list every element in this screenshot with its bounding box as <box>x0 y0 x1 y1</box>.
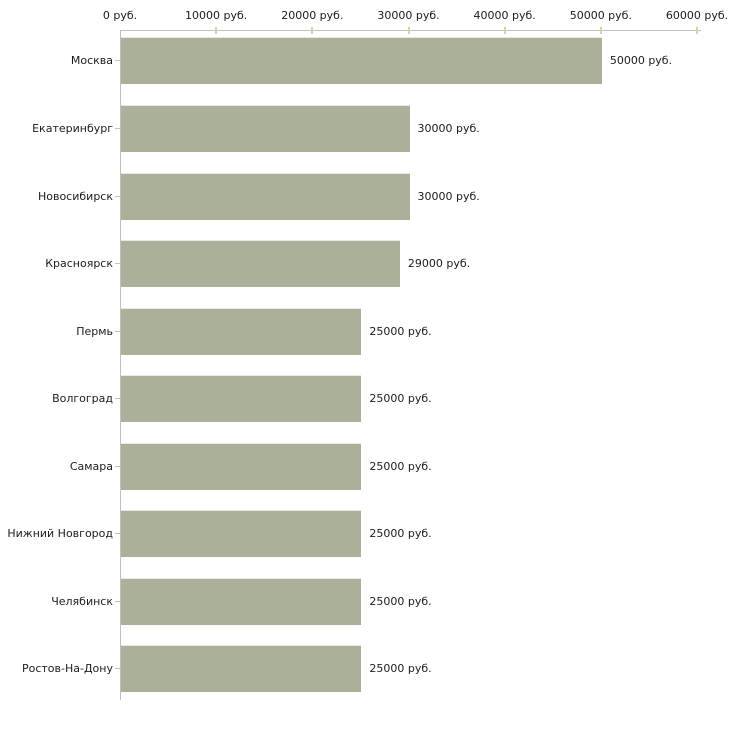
x-axis-tick-label: 60000 руб. <box>665 9 729 22</box>
category-label: Пермь <box>76 324 113 338</box>
bar-value-label: 29000 руб. <box>407 257 471 271</box>
category-label: Екатеринбург <box>32 121 113 135</box>
x-axis-line <box>120 30 701 31</box>
bar <box>121 510 362 558</box>
bar-row: Пермь 25000 руб. <box>0 307 730 355</box>
bar-row: Москва 50000 руб. <box>0 37 730 85</box>
bar <box>121 104 410 152</box>
bar-value-label: 30000 руб. <box>417 121 480 135</box>
x-axis-tick-label: 10000 руб. <box>185 9 248 22</box>
bar <box>121 240 400 288</box>
bar <box>121 172 410 220</box>
bar-value-label: 25000 руб. <box>369 527 432 541</box>
y-axis-tick-mark <box>115 195 121 197</box>
y-axis-tick-mark <box>115 60 121 62</box>
x-axis-tick-mark <box>696 27 698 34</box>
x-axis-tick-label: 50000 руб. <box>569 9 632 22</box>
x-axis-tick-mark <box>599 27 602 34</box>
y-axis-tick-mark <box>115 668 121 670</box>
y-axis-tick-mark <box>115 600 121 602</box>
bar-value-label: 30000 руб. <box>417 189 480 203</box>
bar-value-label: 25000 руб. <box>369 594 432 608</box>
x-axis-tick-mark <box>215 27 218 34</box>
bar-row: Новосибирск 30000 руб. <box>0 172 730 220</box>
category-label: Самара <box>69 459 113 473</box>
bar-row: Красноярск 29000 руб. <box>0 240 730 288</box>
x-axis-tick-label: 30000 руб. <box>377 9 440 22</box>
bar-row: Нижний Новгород 25000 руб. <box>0 510 730 558</box>
bar <box>121 442 362 490</box>
category-label: Волгоград <box>52 392 113 406</box>
bar <box>121 577 362 625</box>
bar-row: Самара 25000 руб. <box>0 442 730 490</box>
bar-value-label: 50000 руб. <box>609 54 673 68</box>
x-axis-tick-mark <box>503 27 506 34</box>
x-axis-tick-label: 40000 руб. <box>473 9 536 22</box>
y-axis-tick-mark <box>115 330 121 332</box>
y-axis-tick-mark <box>115 398 121 400</box>
bar <box>121 307 362 355</box>
bar-row: Екатеринбург 30000 руб. <box>0 104 730 152</box>
y-axis-tick-mark <box>115 533 121 535</box>
bar <box>121 37 602 85</box>
bar-row: Ростов-На-Дону 25000 руб. <box>0 645 730 693</box>
y-axis-line <box>120 30 121 700</box>
x-axis-tick-mark <box>407 27 410 34</box>
bar-value-label: 25000 руб. <box>369 324 432 338</box>
x-axis-tick-label: 20000 руб. <box>281 9 344 22</box>
bar-value-label: 25000 руб. <box>369 662 432 676</box>
category-label: Москва <box>70 54 113 68</box>
bar-value-label: 25000 руб. <box>369 392 432 406</box>
y-axis-tick-mark <box>115 465 121 467</box>
bar-row: Челябинск 25000 руб. <box>0 577 730 625</box>
category-label: Челябинск <box>51 594 113 608</box>
category-label: Ростов-На-Дону <box>21 662 113 676</box>
x-axis-tick-label: 0 руб. <box>102 9 138 22</box>
category-label: Нижний Новгород <box>7 527 113 541</box>
y-axis-tick-mark <box>115 263 121 265</box>
y-axis-tick-mark <box>115 127 121 129</box>
x-axis-tick-mark <box>311 27 314 34</box>
bar <box>121 375 362 423</box>
bar <box>121 645 362 693</box>
category-label: Красноярск <box>45 257 113 271</box>
bar-value-label: 25000 руб. <box>369 459 432 473</box>
category-label: Новосибирск <box>37 189 113 203</box>
bar-row: Волгоград 25000 руб. <box>0 375 730 423</box>
